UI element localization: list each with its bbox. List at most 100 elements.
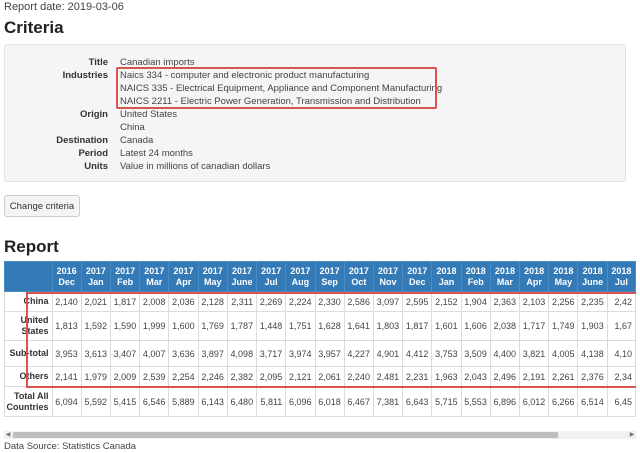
row-label: United States [4, 311, 53, 341]
table-cell: 2,311 [226, 291, 258, 312]
column-header: 2018 May [548, 261, 579, 292]
table-cell: 3,717 [256, 340, 287, 367]
table-cell: 4,007 [139, 340, 170, 367]
column-month: Dec [58, 276, 75, 287]
column-year: 2017 [85, 265, 106, 276]
criteria-industries-row: Industries Naics 334 - computer and elec… [5, 69, 625, 82]
scrollbar-thumb[interactable] [13, 432, 558, 438]
table-cell: 5,415 [109, 386, 141, 417]
column-header: 2018 Jul [606, 261, 636, 292]
column-year: 2017 [348, 265, 369, 276]
criteria-industries-row: NAICS 335 - Electrical Equipment, Applia… [5, 82, 625, 95]
table-cell: 1,903 [577, 311, 608, 341]
table-cell: 6,45 [606, 386, 636, 417]
table-cell: 2,121 [285, 366, 316, 387]
column-month: Feb [117, 276, 134, 287]
table-cell: 2,231 [402, 366, 433, 387]
table-cell: 6,546 [139, 386, 170, 417]
table-cell: 4,227 [343, 340, 374, 367]
table-cell: 3,636 [168, 340, 199, 367]
row-label: Others [4, 366, 53, 387]
column-month: Jan [438, 276, 455, 287]
table-cell: 3,897 [197, 340, 228, 367]
criteria-period-row: Period Latest 24 months [5, 147, 625, 160]
column-year: 2018 [611, 265, 632, 276]
change-criteria-button[interactable]: Change criteria [4, 195, 80, 217]
industry-item: Naics 334 - computer and electronic prod… [120, 70, 370, 81]
table-cell: 7,381 [372, 386, 404, 417]
units-label: Units [84, 161, 108, 172]
table-cell: 2,363 [489, 291, 521, 312]
table-cell: 4,005 [548, 340, 579, 367]
table-cell: 2,330 [314, 291, 345, 312]
report-table-container[interactable]: 2016 Dec 2017 Jan 2017 Feb 2017 Mar 2017 Apr 2017 M… [4, 261, 636, 431]
column-header: 2017 Jul [256, 261, 287, 292]
table-cell: 3,613 [80, 340, 111, 367]
column-year: 2018 [436, 265, 457, 276]
table-cell: 2,095 [256, 366, 287, 387]
table-corner-cell [4, 261, 53, 292]
origin-item: China [120, 122, 145, 133]
column-header: 2017 Mar [139, 261, 170, 292]
table-cell: 1,641 [343, 311, 374, 341]
column-header: 2017 Oct [343, 261, 374, 292]
table-cell: 5,553 [460, 386, 491, 417]
table-cell: 2,038 [489, 311, 521, 341]
table-cell: 4,400 [489, 340, 521, 367]
column-month: Oct [351, 276, 367, 287]
column-month: Sep [321, 276, 338, 287]
column-header: 2017 Aug [285, 261, 316, 292]
table-cell: 6,266 [548, 386, 579, 417]
table-cell: 5,811 [256, 386, 287, 417]
table-cell: 6,467 [343, 386, 374, 417]
column-header: 2018 Feb [460, 261, 491, 292]
data-source: Data Source: Statistics Canada [4, 441, 137, 452]
table-cell: 2,595 [402, 291, 433, 312]
table-cell: 2,152 [431, 291, 462, 312]
criteria-panel: Title Canadian imports Industries Naics … [4, 44, 626, 182]
row-label: Total All Countries [4, 386, 53, 417]
table-cell: 2,008 [139, 291, 170, 312]
table-cell: 3,509 [460, 340, 491, 367]
column-year: 2017 [173, 265, 194, 276]
origin-item: United States [120, 109, 178, 120]
column-month: Dec [409, 276, 426, 287]
table-cell: 4,098 [226, 340, 258, 367]
column-year: 2017 [290, 265, 311, 276]
column-header: 2017 Feb [109, 261, 141, 292]
table-cell: 2,021 [80, 291, 111, 312]
table-cell: 2,246 [197, 366, 228, 387]
scroll-left-icon[interactable]: ◀ [5, 432, 11, 438]
table-cell: 1,904 [460, 291, 491, 312]
criteria-origin-row: Origin United States [5, 108, 625, 121]
table-cell: 1,813 [51, 311, 82, 341]
scroll-right-icon[interactable]: ▶ [629, 432, 635, 438]
table-cell: 6,096 [285, 386, 316, 417]
criteria-origin-row: China [5, 121, 625, 134]
column-header: 2016 Dec [51, 261, 82, 292]
origin-label: Origin [80, 109, 108, 120]
table-cell: 1,817 [109, 291, 141, 312]
table-row: Total All Countries 6,094 5,592 5,415 6,546 5… [4, 386, 636, 417]
table-cell: 3,974 [285, 340, 316, 367]
table-cell: 1,749 [548, 311, 579, 341]
table-cell: 4,10 [606, 340, 636, 367]
table-cell: 2,191 [519, 366, 550, 387]
criteria-industries-row: NAICS 2211 - Electric Power Generation, … [5, 95, 625, 108]
column-header: 2017 Apr [168, 261, 199, 292]
column-month: Jul [614, 276, 628, 287]
table-cell: 2,261 [548, 366, 579, 387]
column-month: May [203, 276, 222, 287]
table-cell: 1,592 [80, 311, 111, 341]
table-cell: 2,586 [343, 291, 374, 312]
table-cell: 6,514 [577, 386, 608, 417]
table-cell: 2,34 [606, 366, 636, 387]
period-label: Period [78, 148, 108, 159]
table-cell: 2,42 [606, 291, 636, 312]
table-cell: 2,269 [256, 291, 287, 312]
horizontal-scrollbar[interactable]: ◀ ▶ [4, 431, 636, 439]
table-cell: 3,753 [431, 340, 462, 367]
column-month: May [554, 276, 573, 287]
table-cell: 1,600 [168, 311, 199, 341]
table-cell: 6,896 [489, 386, 521, 417]
